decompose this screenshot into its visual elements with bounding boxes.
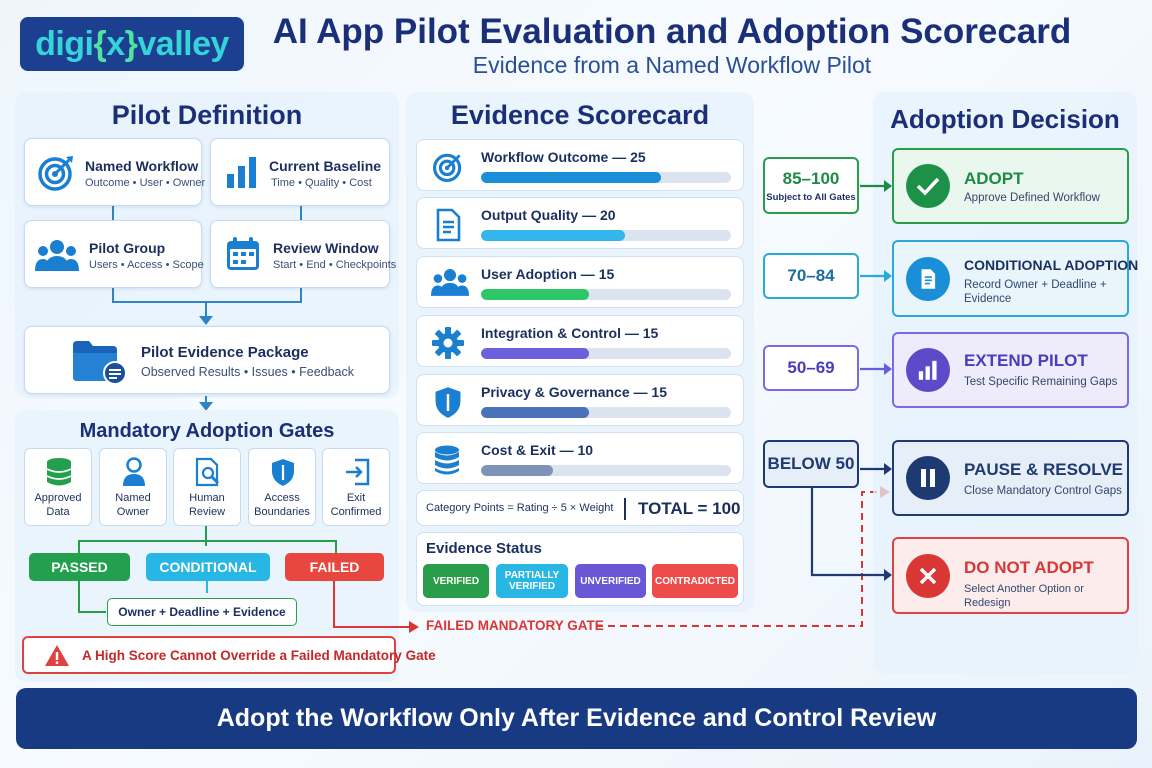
arrow-right-icon — [409, 621, 419, 633]
card-review-window: Review Window Start • End • Checkpoints — [210, 220, 396, 288]
adoption-decision-title: Adoption Decision — [890, 104, 1120, 134]
person-icon — [123, 457, 145, 486]
score-privacy-governance: Privacy & Governance — 15 — [416, 374, 744, 426]
pilot-definition-title: Pilot Definition — [111, 100, 303, 130]
brand-logo: digi{x} valley — [20, 17, 244, 71]
decision-extend-pilot: EXTEND PILOT Test Specific Remaining Gap… — [892, 332, 1129, 408]
evidence-status-title: Evidence Status — [426, 540, 542, 557]
database-icon — [46, 458, 72, 486]
range-85-100: 85–100 Subject to All Gates — [763, 157, 859, 214]
formula-row: Category Points = Rating ÷ 5 × Weight TO… — [416, 490, 744, 526]
footer-banner: Adopt the Workflow Only After Evidence a… — [16, 688, 1137, 749]
failed-badge: FAILED — [285, 553, 384, 581]
check-icon — [916, 177, 940, 196]
gate-named-owner: Named Owner — [99, 448, 167, 526]
decision-pause-resolve: PAUSE & RESOLVE Close Mandatory Control … — [892, 440, 1129, 516]
arrow-down-icon — [199, 402, 213, 411]
page-title: AI App Pilot Evaluation and Adoption Sco… — [272, 12, 1072, 51]
gate-access-boundaries: Access Boundaries — [248, 448, 316, 526]
score-output-quality: Output Quality — 20 — [416, 197, 744, 249]
score-bar-fill — [481, 289, 589, 300]
score-bar-fill — [481, 172, 661, 183]
decision-do-not-adopt: DO NOT ADOPT Select Another Option or Re… — [892, 537, 1129, 614]
score-bar-fill — [481, 407, 589, 418]
mandatory-gates-title: Mandatory Adoption Gates — [79, 420, 335, 442]
total-text: TOTAL = 100 — [638, 499, 741, 518]
card-current-baseline: Current Baseline Time • Quality • Cost — [210, 138, 390, 206]
score-bar-fill — [481, 230, 625, 241]
bar-chart-icon — [227, 157, 256, 188]
range-below-50: BELOW 50 — [763, 440, 859, 488]
range-70-84: 70–84 — [763, 253, 859, 299]
score-user-adoption: User Adoption — 15 — [416, 256, 744, 308]
score-bar-fill — [481, 465, 553, 476]
calendar-icon — [227, 237, 259, 270]
evidence-scorecard-title: Evidence Scorecard — [450, 100, 710, 130]
document-icon — [921, 269, 936, 289]
range-arrows — [810, 180, 892, 581]
score-workflow-outcome: Workflow Outcome — 25 — [416, 139, 744, 191]
x-icon — [919, 567, 937, 585]
users-icon — [431, 269, 469, 296]
gate-exit-confirmed: Exit Confirmed — [322, 448, 390, 526]
conditional-requirements-note: Owner + Deadline + Evidence — [107, 598, 297, 626]
formula-text: Category Points = Rating ÷ 5 × Weight — [426, 502, 614, 514]
exit-icon — [346, 458, 370, 486]
arrow-down-icon — [199, 316, 213, 325]
status-partially-verified: PARTIALLY VERIFIED — [496, 564, 568, 598]
gear-icon — [432, 327, 464, 359]
warning-banner: A High Score Cannot Override a Failed Ma… — [22, 636, 436, 674]
range-50-69: 50–69 — [763, 345, 859, 391]
shield-icon — [272, 459, 294, 486]
document-icon — [436, 208, 461, 242]
bar-chart-icon — [918, 360, 937, 380]
target-icon — [433, 153, 462, 182]
warning-icon — [45, 645, 69, 666]
gate-human-review: Human Review — [173, 448, 241, 526]
failed-mandatory-gate-label: FAILED MANDATORY GATE — [426, 618, 604, 633]
folder-icon — [73, 341, 127, 385]
page-subtitle: Evidence from a Named Workflow Pilot — [472, 52, 872, 78]
gate-approved-data: Approved Data — [24, 448, 92, 526]
coins-icon — [435, 445, 459, 475]
status-unverified: UNVERIFIED — [575, 564, 646, 598]
card-pilot-group: Pilot Group Users • Access • Scope — [24, 220, 204, 288]
card-named-workflow: Named Workflow Outcome • User • Owner — [24, 138, 205, 206]
score-bar-fill — [481, 348, 589, 359]
score-integration-control: Integration & Control — 15 — [416, 315, 744, 367]
decision-adopt: ADOPT Approve Defined Workflow — [892, 148, 1129, 224]
score-cost-exit: Cost & Exit — 10 — [416, 432, 744, 484]
decision-conditional-adoption: CONDITIONAL ADOPTION Record Owner + Dead… — [892, 240, 1138, 317]
target-icon — [38, 156, 73, 191]
conditional-badge: CONDITIONAL — [146, 553, 270, 581]
pause-icon — [921, 469, 935, 487]
card-pilot-evidence-package: Pilot Evidence Package Observed Results … — [24, 326, 390, 394]
document-search-icon — [195, 457, 220, 487]
shield-icon — [435, 387, 461, 418]
passed-badge: PASSED — [29, 553, 130, 581]
users-icon — [35, 240, 79, 271]
status-verified: VERIFIED — [423, 564, 489, 598]
status-contradicted: CONTRADICTED — [652, 564, 738, 598]
